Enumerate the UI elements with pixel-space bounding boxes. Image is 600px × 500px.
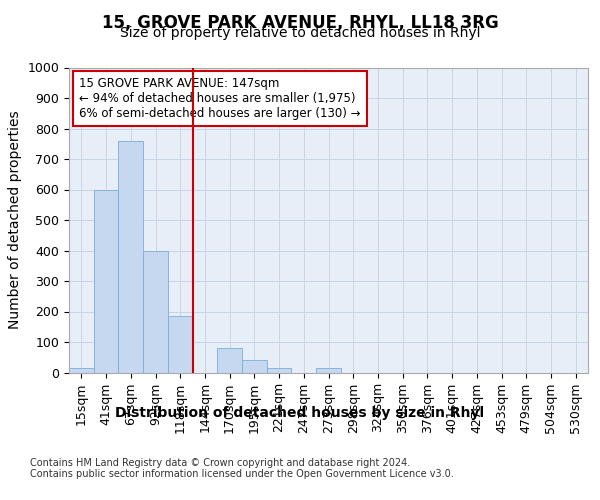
Bar	[267, 368, 292, 372]
Bar	[94, 190, 118, 372]
Text: Size of property relative to detached houses in Rhyl: Size of property relative to detached ho…	[120, 26, 480, 40]
Bar	[143, 250, 168, 372]
Bar	[168, 316, 193, 372]
Bar	[242, 360, 267, 372]
Text: 15, GROVE PARK AVENUE, RHYL, LL18 3RG: 15, GROVE PARK AVENUE, RHYL, LL18 3RG	[101, 14, 499, 32]
Text: Contains HM Land Registry data © Crown copyright and database right 2024.
Contai: Contains HM Land Registry data © Crown c…	[30, 458, 454, 479]
Bar	[118, 140, 143, 372]
Bar	[316, 368, 341, 372]
Bar	[69, 368, 94, 372]
Bar	[217, 348, 242, 372]
Y-axis label: Number of detached properties: Number of detached properties	[8, 110, 22, 330]
Text: 15 GROVE PARK AVENUE: 147sqm
← 94% of detached houses are smaller (1,975)
6% of : 15 GROVE PARK AVENUE: 147sqm ← 94% of de…	[79, 76, 361, 120]
Text: Distribution of detached houses by size in Rhyl: Distribution of detached houses by size …	[115, 406, 485, 419]
